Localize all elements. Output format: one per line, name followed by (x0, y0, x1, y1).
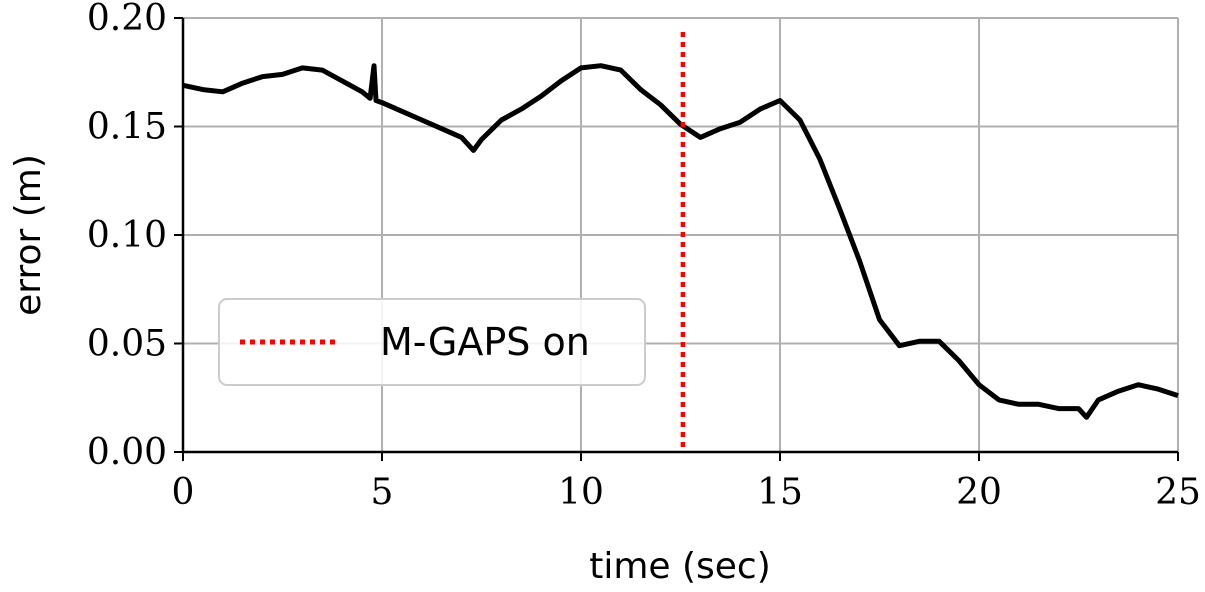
legend: M-GAPS on (218, 298, 646, 386)
legend-label: M-GAPS on (380, 320, 590, 364)
y-tick-label: 0.00 (87, 432, 167, 473)
series-line-error (182, 63, 1179, 420)
y-tick-label: 0.05 (87, 324, 167, 365)
axes: 0 5 10 15 20 25 0.00 0.05 0.10 0.15 0.20 (87, 0, 1201, 513)
legend-box (218, 298, 646, 386)
x-axis-label: time (sec) (589, 546, 771, 587)
grid (182, 17, 1179, 453)
x-tick-label: 15 (757, 472, 803, 513)
y-axis-label: error (m) (8, 154, 49, 316)
x-tick-label: 10 (558, 472, 604, 513)
x-tick-label: 20 (956, 472, 1002, 513)
x-tick-label: 25 (1155, 472, 1201, 513)
y-tick-label: 0.20 (87, 0, 167, 39)
y-tick-label: 0.15 (87, 107, 167, 148)
y-tick-label: 0.10 (87, 215, 167, 256)
x-tick-label: 0 (172, 472, 195, 513)
series-layer (182, 32, 1179, 452)
x-tick-label: 5 (371, 472, 394, 513)
